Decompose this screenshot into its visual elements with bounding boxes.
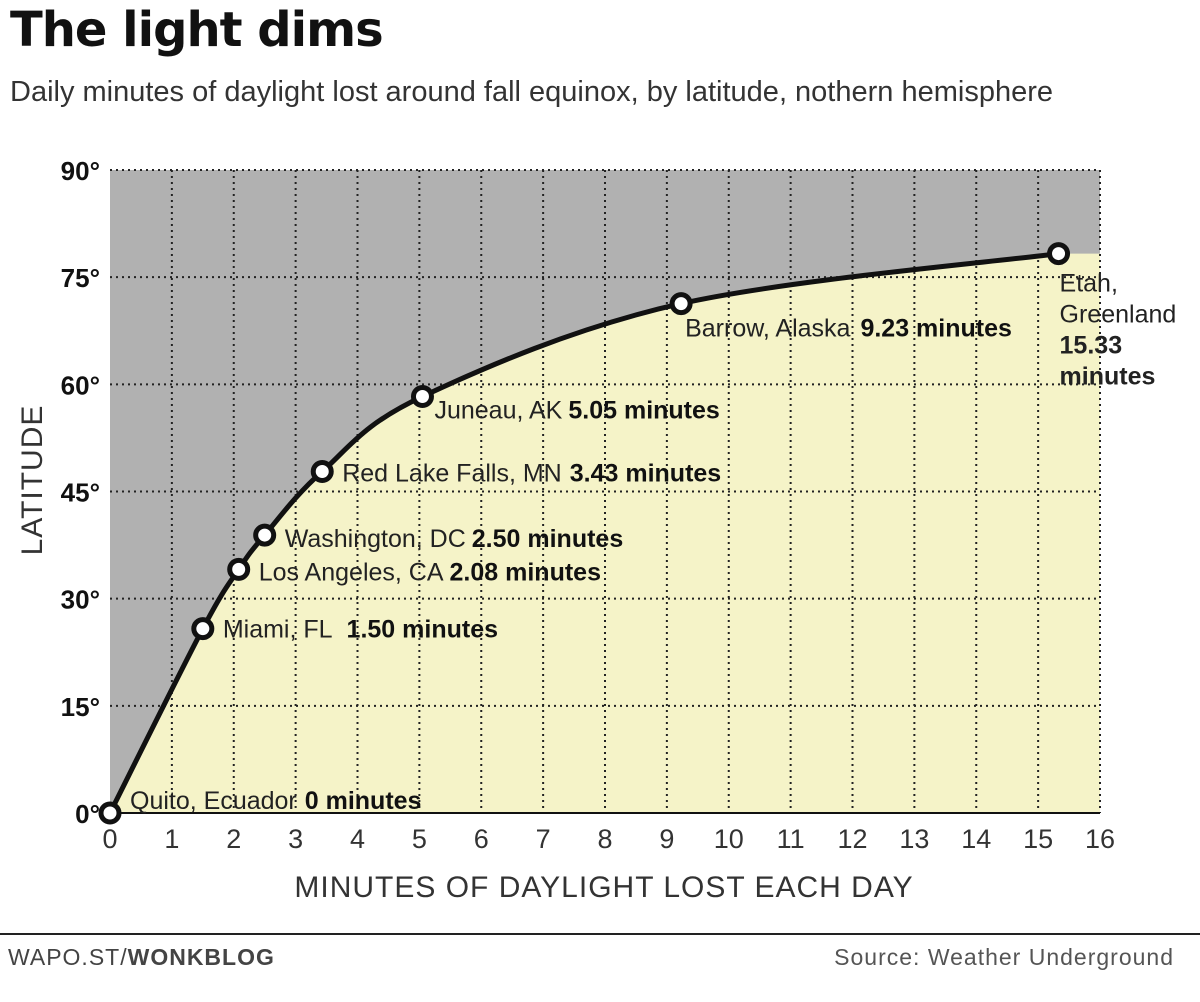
y-tick-label: 60° [61,370,100,400]
data-points [98,242,1071,825]
x-tick-label: 1 [164,824,179,854]
y-tick-label: 15° [61,692,100,722]
x-tick-label: 11 [777,824,805,854]
point-value-label: minutes [1060,363,1156,391]
credit-prefix: WAPO.ST/ [8,944,128,970]
x-tick-label: 13 [899,824,929,854]
point-value-label: 3.43 minutes [570,459,721,487]
data-point[interactable] [227,557,251,581]
chart-subtitle: Daily minutes of daylight lost around fa… [10,76,1053,108]
point-value-label: 15.33 [1060,332,1123,360]
point-place-label: Los Angeles, CA [259,558,444,586]
point-label: Washington, DC 2.50 minutes [285,525,624,553]
point-value-label: 1.50 minutes [347,616,498,644]
point-place-label: Washington, DC [285,525,466,553]
latitude-daylight-chart: 0 1 2 3 4 5 6 7 8 9 10 11 12 13 14 15 160°15°30°45°60°75… [16,156,1176,904]
chart-title: The light dims [10,2,384,58]
point-label: Red Lake Falls, MN 3.43 minutes [342,459,721,487]
point-value-label: 2.08 minutes [450,558,601,586]
x-tick-label: 3 [288,824,303,854]
point-place-label: Red Lake Falls, MN [342,459,562,487]
data-point[interactable] [410,384,434,408]
point-labels: Quito, Ecuador 0 minutes Miami, FL 1.50 min… [130,270,1176,815]
x-tick-label: 5 [412,824,427,854]
x-tick-label: 10 [714,824,744,854]
x-tick-label: 16 [1085,824,1115,854]
footer-divider [0,933,1200,935]
x-tick-label: 6 [474,824,489,854]
point-place-label: Barrow, Alaska [685,315,850,343]
point-place-label: Greenland [1060,301,1177,329]
x-tick-label: 14 [961,824,991,854]
point-value-label: 2.50 minutes [472,525,623,553]
y-axis-label: LATITUDE [16,405,49,556]
point-label: Barrow, Alaska 9.23 minutes [685,315,1012,343]
x-tick-label: 7 [536,824,551,854]
gridlines [110,169,1101,813]
data-point[interactable] [191,617,215,641]
point-label: Los Angeles, CA 2.08 minutes [259,558,601,586]
point-label: Miami, FL 1.50 minutes [223,616,498,644]
point-label: Juneau, AK 5.05 minutes [434,396,719,424]
x-tick-label: 0 [102,824,117,854]
source-note: Source: Weather Underground [834,944,1174,970]
point-value-label: 0 minutes [305,787,422,815]
credit-bold: WONKBLOG [127,944,275,970]
y-tick-label: 75° [61,263,100,293]
point-value-label: 9.23 minutes [860,315,1011,343]
y-tick-label: 90° [61,156,100,186]
x-tick-label: 12 [837,824,867,854]
point-place-label: Juneau, AK [434,396,562,424]
point-value-label: 5.05 minutes [568,396,719,424]
data-point[interactable] [1047,242,1071,266]
data-point[interactable] [669,292,693,316]
x-tick-label: 15 [1023,824,1053,854]
data-point[interactable] [310,459,334,483]
x-tick-label: 9 [659,824,674,854]
point-place-label: Quito, Ecuador [130,787,297,815]
point-place-label: Miami, FL [223,616,333,644]
y-tick-label: 30° [61,585,100,615]
point-place-label: Etah, [1060,270,1118,298]
x-tick-label: 2 [226,824,241,854]
x-axis-label: MINUTES OF DAYLIGHT LOST EACH DAY [294,871,913,904]
x-tick-label: 4 [350,824,365,854]
data-point[interactable] [253,523,277,547]
footer-credit[interactable]: WAPO.ST/WONKBLOG [8,944,275,971]
y-tick-label: 0° [75,799,100,829]
y-tick-label: 45° [61,478,100,508]
data-point[interactable] [98,801,122,825]
axes: 0 1 2 3 4 5 6 7 8 9 10 11 12 13 14 15 160°15°30°45°60°75… [61,156,1115,854]
x-tick-label: 8 [597,824,612,854]
point-label: Quito, Ecuador 0 minutes [130,787,421,815]
